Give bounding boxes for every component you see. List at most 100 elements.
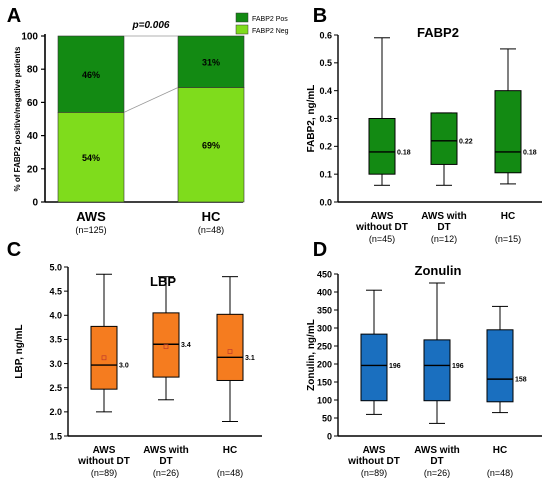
y-tick-label: 250 <box>317 341 332 351</box>
box <box>90 325 118 390</box>
x-tick-label: DT <box>159 456 172 467</box>
bar-segment-neg <box>57 112 125 203</box>
x-tick-label: AWS <box>76 209 106 224</box>
x-tick-label: without DT <box>77 456 130 467</box>
x-tick-label: DT <box>437 222 450 233</box>
chart-title: LBP <box>150 274 176 289</box>
x-tick-label: HC <box>223 445 237 456</box>
y-tick-label: 350 <box>317 305 332 315</box>
y-tick-label: 400 <box>317 287 332 297</box>
data-label: 31% <box>202 58 220 68</box>
chart-title: Zonulin <box>415 263 462 278</box>
y-tick-label: 0.4 <box>319 86 332 96</box>
y-tick-label: 0.2 <box>319 142 332 152</box>
y-axis-label: % of FABP2 positive/negative patients <box>13 46 22 191</box>
median-label: 3.1 <box>245 355 255 362</box>
y-tick-label: 0.6 <box>319 30 332 40</box>
y-tick-label: 450 <box>317 269 332 279</box>
y-tick-label: 100 <box>21 32 38 43</box>
y-tick-label: 0.3 <box>319 114 332 124</box>
connector-line <box>123 87 179 113</box>
y-tick-label: 200 <box>317 359 332 369</box>
median-label: 3.0 <box>119 363 129 370</box>
median-label: 196 <box>452 363 464 370</box>
box <box>494 90 522 174</box>
bar-segment-pos <box>177 35 245 88</box>
x-tick-label: without DT <box>355 222 408 233</box>
panel-letter: A <box>7 5 21 27</box>
panel-d: D Zonulin 0 50 100 150 200 250 300 350 400 450 Zonul… <box>306 239 542 478</box>
x-tick-note: (n=12) <box>431 234 457 244</box>
x-tick-label: HC <box>501 211 515 222</box>
data-label: 69% <box>202 141 220 151</box>
y-tick-label: 0 <box>327 431 332 441</box>
legend-swatch <box>235 24 249 35</box>
y-tick-label: 60 <box>27 98 39 109</box>
box <box>360 333 388 402</box>
box <box>216 313 244 381</box>
y-tick-label: 0 <box>32 198 38 209</box>
y-tick-label: 0.1 <box>319 169 332 179</box>
panel-letter: B <box>313 5 327 27</box>
x-tick-note: (n=26) <box>424 468 450 478</box>
mean-marker <box>227 349 233 354</box>
panel-letter: D <box>313 239 327 261</box>
y-tick-label: 3.5 <box>49 335 62 345</box>
x-tick-label: AWS with <box>421 211 467 222</box>
y-tick-label: 100 <box>317 395 332 405</box>
x-tick-note: (n=89) <box>91 468 117 478</box>
p-value-annotation: p=0.006 <box>132 20 170 31</box>
x-tick-note: (n=48) <box>198 225 224 235</box>
y-tick-label: 5.0 <box>49 262 62 272</box>
y-tick-label: 4.0 <box>49 311 62 321</box>
panel-letter: C <box>7 239 21 261</box>
x-tick-label: AWS with <box>414 445 460 456</box>
x-tick-note: (n=15) <box>495 234 521 244</box>
y-tick-label: 1.5 <box>49 431 62 441</box>
y-tick-label: 2.5 <box>49 383 62 393</box>
mean-marker <box>101 355 107 361</box>
x-tick-label: HC <box>493 445 507 456</box>
x-tick-note: (n=26) <box>153 468 179 478</box>
median-label: 0.22 <box>459 138 473 145</box>
y-tick-label: 20 <box>27 164 39 175</box>
median-label: 0.18 <box>523 149 537 156</box>
y-tick-label: 4.5 <box>49 286 62 296</box>
x-tick-label: DT <box>430 456 443 467</box>
x-tick-label: AWS <box>371 211 394 222</box>
x-tick-label: HC <box>202 209 221 224</box>
x-tick-note: (n=48) <box>487 468 513 478</box>
y-axis-label: LBP, ng/mL <box>14 324 25 378</box>
bar-segment-pos <box>57 35 125 113</box>
y-tick-label: 0.5 <box>319 58 332 68</box>
x-tick-note: (n=45) <box>369 234 395 244</box>
x-tick-label: AWS with <box>143 445 189 456</box>
data-label: 46% <box>82 70 100 80</box>
median-label: 0.18 <box>397 149 411 156</box>
x-tick-label: without DT <box>347 456 400 467</box>
panel-a: A 0 20 40 60 80 100 % of FABP2 positive/negativ… <box>7 5 289 235</box>
panel-b: B FABP2 0.0 0.1 0.2 0.3 0.4 0.5 0.6 FABP2, ng/mL 0… <box>306 5 542 244</box>
median-label: 196 <box>389 363 401 370</box>
legend-label: FABP2 Neg <box>252 28 289 35</box>
x-tick-label: AWS <box>363 445 386 456</box>
box <box>423 339 451 402</box>
y-axis-label: Zonulin, ng/mL <box>306 319 317 391</box>
box <box>430 112 458 165</box>
x-tick-label: AWS <box>93 445 116 456</box>
box <box>368 118 396 175</box>
x-tick-note: (n=125) <box>75 225 106 235</box>
mean-marker <box>163 344 169 350</box>
y-tick-label: 300 <box>317 323 332 333</box>
panel-c: C LBP 1.5 2.0 2.5 3.0 3.5 4.0 4.5 5.0 LBP, ng/mL 3.… <box>7 239 262 478</box>
x-tick-note: (n=48) <box>217 468 243 478</box>
bar-segment-neg <box>177 87 245 203</box>
y-axis-label: FABP2, ng/mL <box>306 85 317 153</box>
y-tick-label: 2.0 <box>49 407 62 417</box>
y-tick-label: 3.0 <box>49 359 62 369</box>
y-tick-label: 40 <box>27 131 39 142</box>
median-label: 3.4 <box>181 342 191 349</box>
box <box>486 329 514 403</box>
y-tick-label: 50 <box>322 413 332 423</box>
